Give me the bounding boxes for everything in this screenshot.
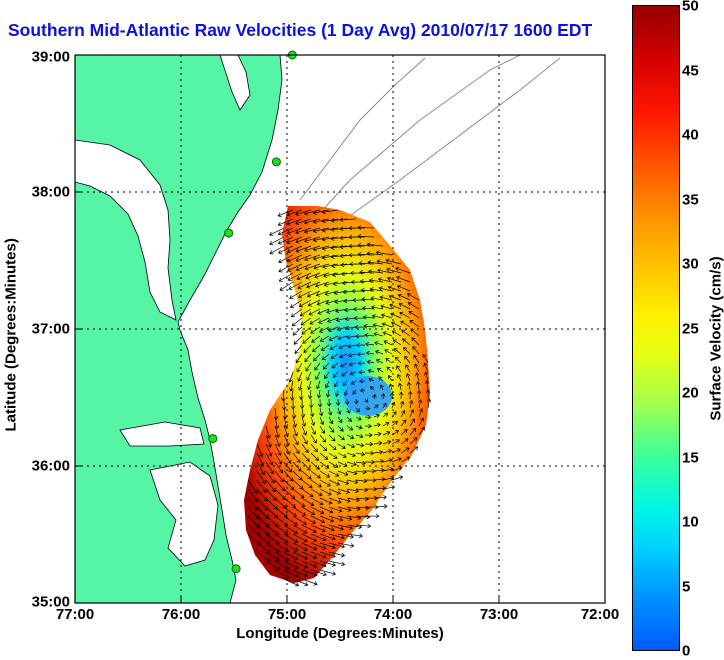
colorbar-tick: 30 bbox=[682, 256, 699, 273]
radar-site-marker bbox=[232, 565, 240, 573]
colorbar-tick: 20 bbox=[682, 385, 699, 402]
radar-site-marker bbox=[225, 229, 233, 237]
colorbar-tick: 25 bbox=[682, 321, 699, 338]
colorbar-tick: 15 bbox=[682, 450, 699, 467]
x-tick-label: 73:00 bbox=[480, 606, 518, 623]
colorbar-tick: 35 bbox=[682, 192, 699, 209]
colorbar-tick: 10 bbox=[682, 514, 699, 531]
colorbar-tick: 40 bbox=[682, 127, 699, 144]
colorbar-tick: 0 bbox=[682, 643, 690, 660]
colorbar-tick: 5 bbox=[682, 579, 690, 596]
x-tick-label: 75:00 bbox=[268, 606, 306, 623]
x-tick-label: 76:00 bbox=[162, 606, 200, 623]
colorbar-tick: 50 bbox=[682, 0, 699, 15]
colorbar bbox=[632, 5, 680, 651]
y-tick-label: 35:00 bbox=[10, 594, 70, 611]
x-tick-label: 72:00 bbox=[581, 606, 619, 623]
y-tick-label: 38:00 bbox=[10, 184, 70, 201]
radar-site-marker bbox=[209, 435, 217, 443]
y-tick-label: 36:00 bbox=[10, 458, 70, 475]
y-tick-label: 39:00 bbox=[10, 49, 70, 66]
colorbar-label: Surface Velocity (cm/s) bbox=[708, 239, 724, 439]
y-axis-label: Latitude (Degrees:Minutes) bbox=[3, 242, 20, 432]
colorbar-tick: 45 bbox=[682, 63, 699, 80]
x-axis-label: Longitude (Degrees:Minutes) bbox=[236, 625, 444, 642]
radar-site-marker bbox=[272, 158, 280, 166]
x-tick-label: 74:00 bbox=[374, 606, 412, 623]
